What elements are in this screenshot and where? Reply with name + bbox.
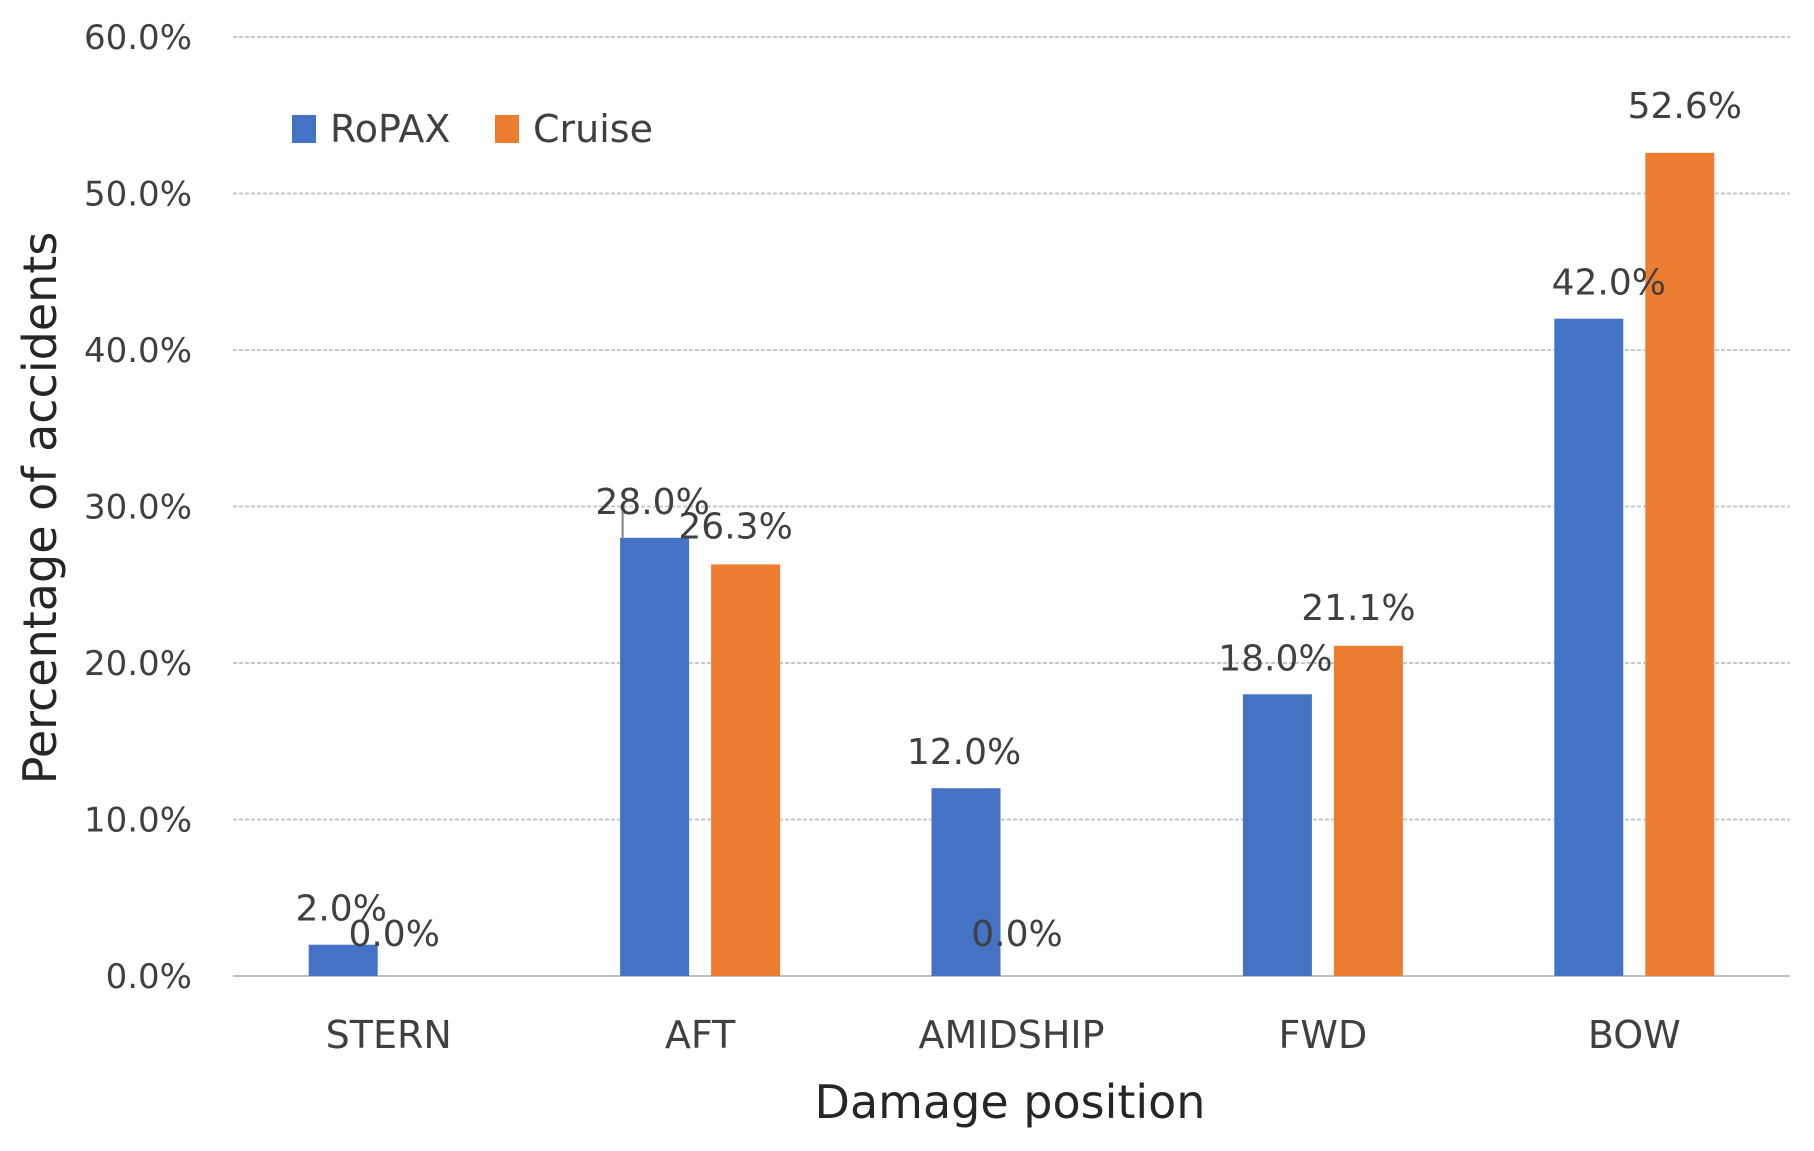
data-label-ropax-bow: 42.0% <box>1552 263 1666 304</box>
bar-cruise-bow <box>1645 152 1715 976</box>
y-tick-label: 30.0% <box>84 488 192 528</box>
x-tick-label: AMIDSHIP <box>918 1013 1104 1057</box>
x-tick-label: AFT <box>665 1013 736 1057</box>
x-tick-label: FWD <box>1279 1013 1368 1057</box>
bar-ropax-bow <box>1554 318 1624 976</box>
data-label-cruise-bow: 52.6% <box>1628 86 1742 127</box>
bar-cruise-aft <box>711 564 781 976</box>
bar-cruise-fwd <box>1333 645 1403 976</box>
data-label-ropax-stern: 2.0% <box>295 889 386 930</box>
legend-label-cruise: Cruise <box>533 107 653 151</box>
bar-ropax-amidship <box>931 788 1001 976</box>
data-label-cruise-aft: 26.3% <box>678 506 792 547</box>
data-label-ropax-fwd: 18.0% <box>1218 638 1332 679</box>
bar-ropax-aft <box>620 537 690 976</box>
y-tick-label: 60.0% <box>84 18 192 58</box>
bar-ropax-fwd <box>1242 694 1312 976</box>
y-axis-title: Percentage of accidents <box>13 232 67 785</box>
y-tick-label: 40.0% <box>84 331 192 371</box>
x-axis-category-labels: STERN AFT AMIDSHIP FWD BOW <box>326 1013 1681 1057</box>
gridlines <box>233 36 1790 977</box>
y-axis-tick-labels: 0.0% 10.0% 20.0% 30.0% 40.0% 50.0% 60.0% <box>84 18 192 997</box>
y-tick-label: 0.0% <box>106 957 192 997</box>
data-label-ropax-aft: 28.0% <box>595 482 709 523</box>
data-labels: 2.0%0.0%28.0%26.3%12.0%0.0%18.0%21.1%42.… <box>295 86 1742 955</box>
bar-ropax-stern <box>308 944 378 976</box>
legend-label-ropax: RoPAX <box>330 107 450 151</box>
legend-swatch-ropax <box>292 115 316 143</box>
x-axis-title: Damage position <box>815 1075 1206 1129</box>
bars <box>308 152 1715 976</box>
y-tick-label: 10.0% <box>84 801 192 841</box>
data-label-cruise-stern: 0.0% <box>348 914 439 955</box>
data-label-cruise-fwd: 21.1% <box>1301 588 1415 629</box>
legend: RoPAX Cruise <box>292 107 653 151</box>
x-tick-label: BOW <box>1588 1013 1681 1057</box>
x-tick-label: STERN <box>326 1013 452 1057</box>
y-tick-label: 20.0% <box>84 644 192 684</box>
legend-swatch-cruise <box>495 115 519 143</box>
y-tick-label: 50.0% <box>84 175 192 215</box>
data-label-ropax-amidship: 12.0% <box>907 732 1021 773</box>
data-label-cruise-amidship: 0.0% <box>971 914 1062 955</box>
